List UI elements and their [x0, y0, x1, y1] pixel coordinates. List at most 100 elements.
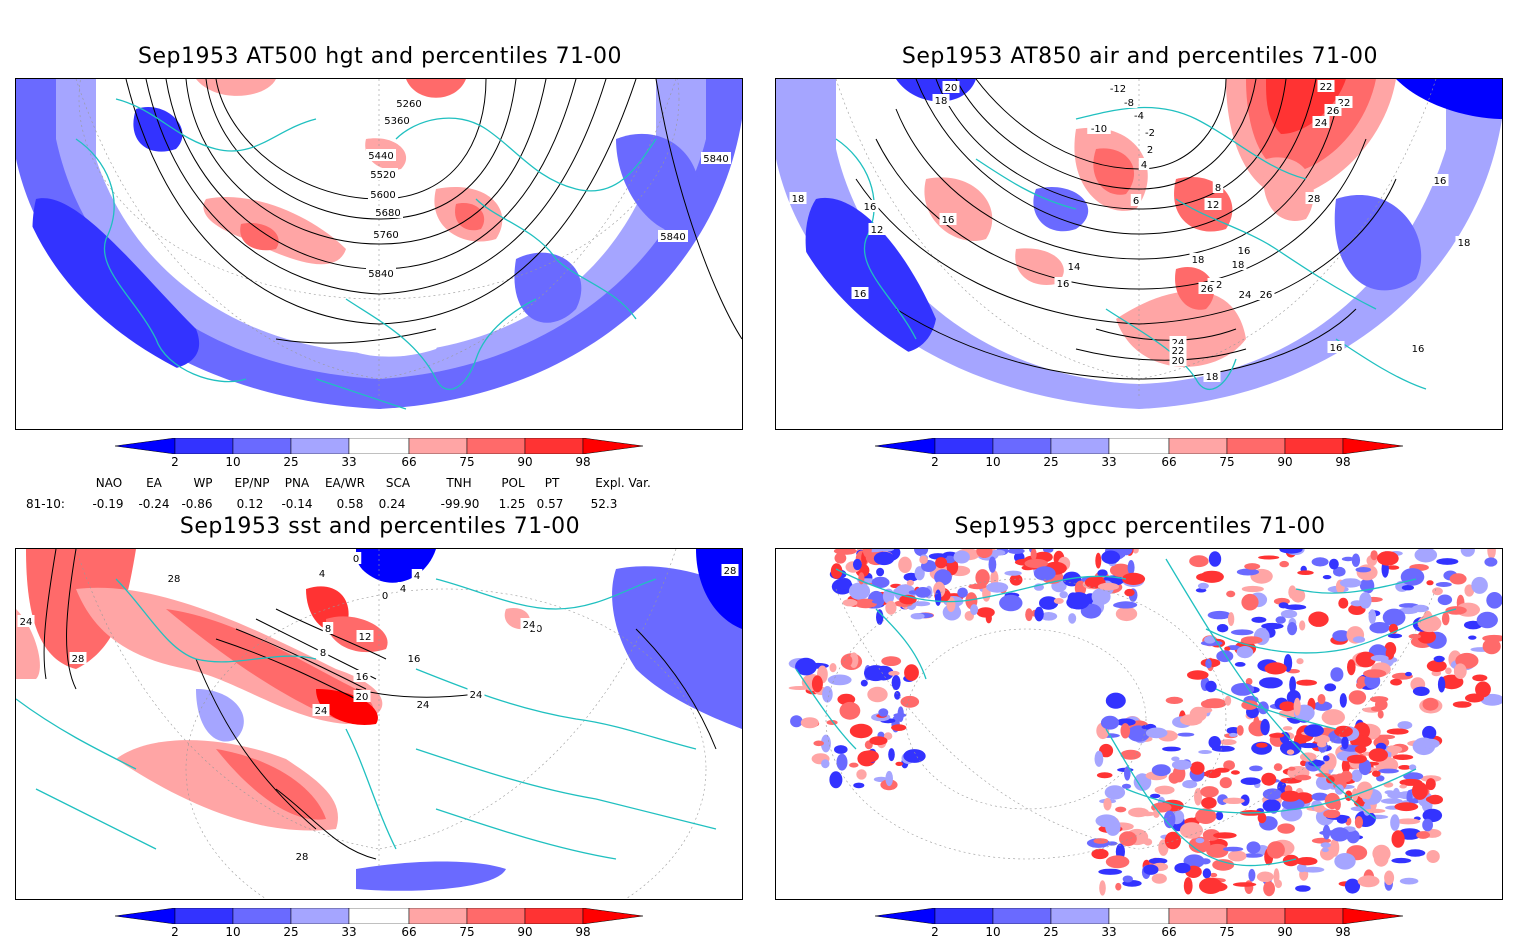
colorbar-arrow-high	[582, 907, 644, 925]
precip-anomaly-patch	[1348, 690, 1367, 705]
precip-anomaly-patch	[1236, 646, 1254, 659]
precip-anomaly-patch	[1154, 785, 1175, 795]
precip-anomaly-patch	[1330, 667, 1344, 682]
precip-anomaly-patch	[860, 679, 868, 687]
colorbar-segment	[290, 437, 350, 455]
precip-anomaly-patch	[953, 550, 970, 564]
precip-anomaly-patch	[1183, 877, 1193, 895]
precip-anomaly-patch	[1099, 880, 1106, 896]
contour-label: 22	[1172, 346, 1185, 357]
precip-anomaly-patch	[1370, 550, 1378, 561]
precip-anomaly-patch	[1115, 718, 1136, 726]
precip-anomaly-patch	[1295, 885, 1311, 892]
precip-anomaly-patch	[833, 549, 857, 555]
precip-anomaly-patch	[1244, 563, 1261, 570]
contour-label-bg	[316, 567, 328, 579]
contour-label-bg	[1144, 143, 1156, 155]
colorbar-tick-label: 98	[1335, 925, 1351, 939]
precip-anomaly-patch	[1465, 693, 1484, 703]
contour-label-bg	[350, 552, 362, 564]
index-header: EP/NP	[234, 476, 270, 490]
precip-anomaly-patch	[830, 563, 843, 579]
precip-anomaly-patch	[1068, 613, 1077, 624]
contour-label-bg	[1327, 341, 1345, 353]
precip-anomaly-patch	[1205, 658, 1212, 669]
precip-anomaly-patch	[1421, 738, 1440, 749]
precip-anomaly-patch	[1390, 814, 1400, 831]
precip-anomaly-patch	[1199, 570, 1224, 583]
contour-label: 4	[400, 584, 406, 595]
precip-anomaly-patch	[1385, 647, 1395, 660]
precip-anomaly-patch	[1311, 792, 1329, 801]
precip-anomaly-patch	[906, 579, 914, 586]
precip-anomaly-patch	[800, 717, 819, 729]
precip-anomaly-patch	[1227, 850, 1247, 862]
precip-anomaly-patch	[1484, 557, 1498, 567]
colorbar-p4: 2 10 25 33 66 75 90 98	[874, 907, 1435, 948]
precip-anomaly-patch	[1323, 809, 1341, 819]
precip-anomaly-patch	[1296, 679, 1317, 686]
precip-anomaly-patch	[1171, 756, 1180, 762]
precip-anomaly-patch	[1243, 853, 1263, 858]
precip-anomaly-patch	[1207, 610, 1232, 620]
precip-anomaly-patch	[1426, 660, 1447, 672]
precip-anomaly-patch	[1384, 870, 1395, 886]
precip-anomaly-patch	[1141, 839, 1151, 845]
precip-anomaly-patch	[1151, 873, 1167, 884]
precip-anomaly-patch	[1201, 797, 1217, 809]
precip-anomaly-patch	[1295, 857, 1318, 866]
precip-anomaly-patch	[1232, 882, 1257, 887]
precip-anomaly-patch	[1432, 587, 1443, 596]
index-header: POL	[501, 476, 525, 490]
contour-label-bg	[1141, 126, 1159, 138]
precip-anomaly-patch	[1059, 591, 1068, 599]
precip-anomaly-patch	[1403, 772, 1424, 781]
precip-anomaly-patch	[1437, 676, 1446, 693]
precip-anomaly-patch	[1316, 741, 1327, 748]
contour-label-bg	[165, 572, 183, 584]
colorbar-segment	[524, 437, 584, 455]
precip-anomaly-patch	[1334, 725, 1353, 737]
colorbar-tick-label: 75	[459, 455, 475, 469]
contour-label: 16	[864, 202, 877, 213]
colorbar-tick-label: 98	[1335, 455, 1351, 469]
contour-label: 8	[1215, 183, 1221, 194]
precip-anomaly-patch	[1355, 651, 1376, 668]
colorbar-arrow-low	[874, 437, 936, 455]
contour-label-bg	[1305, 192, 1323, 204]
precip-anomaly-patch	[888, 748, 895, 762]
precip-anomaly-patch	[1293, 697, 1301, 716]
contour-label-bg	[69, 652, 87, 664]
precip-anomaly-patch	[1067, 592, 1090, 610]
colorbar-segment	[290, 907, 350, 925]
colorbar-arrow-high	[1342, 437, 1404, 455]
colorbar-segment	[1168, 907, 1228, 925]
colorbar-segment	[934, 907, 994, 925]
contour-label: -4	[1134, 111, 1144, 122]
precip-anomaly-patch	[1422, 725, 1437, 740]
contour-label: -2	[1145, 128, 1155, 139]
precip-anomaly-patch	[867, 686, 888, 703]
contour-label-bg	[356, 630, 374, 642]
precip-anomaly-patch	[1422, 818, 1433, 832]
precip-anomaly-patch	[1151, 764, 1171, 777]
precip-anomaly-patch	[1308, 759, 1325, 767]
colorbar-tick-label: 10	[985, 455, 1001, 469]
contour-label: -10	[1091, 124, 1107, 135]
precip-anomaly-patch	[1317, 694, 1326, 705]
precip-anomaly-patch	[1482, 638, 1501, 655]
contour-label: 18	[1458, 238, 1471, 249]
colorbar-ramp	[874, 907, 1404, 925]
precip-anomaly-patch	[1215, 811, 1224, 821]
precip-anomaly-patch	[1351, 769, 1363, 782]
precip-anomaly-patch	[1324, 792, 1341, 810]
contour-label: 5840	[703, 154, 728, 165]
contour-label-bg	[317, 646, 329, 658]
precip-anomaly-patch	[811, 675, 823, 693]
index-header: EA/WR	[324, 476, 366, 490]
colorbar-tick-label: 66	[1161, 455, 1177, 469]
contour-label-bg	[1324, 104, 1342, 116]
contour-label: 26	[1260, 290, 1273, 301]
precip-anomaly-patch	[1124, 588, 1135, 597]
index-value: 0.57	[536, 497, 564, 511]
